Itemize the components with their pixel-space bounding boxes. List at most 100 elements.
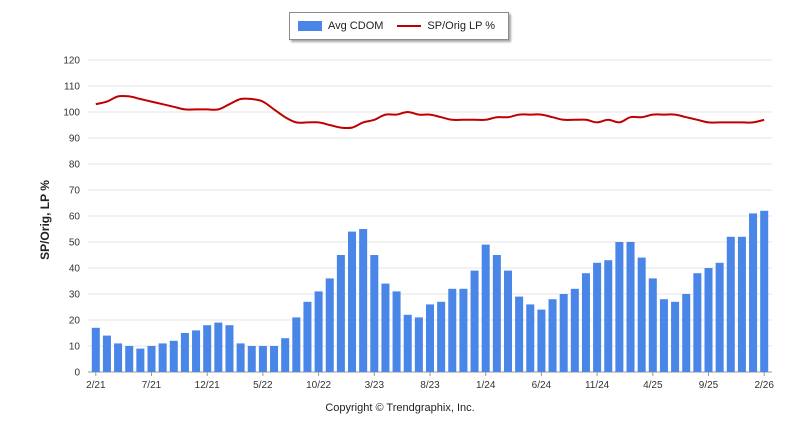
x-tick-label-15: 5/22: [253, 380, 273, 391]
bar-avg-cdom-20: [314, 291, 323, 372]
x-tick-label-55: 9/25: [699, 380, 719, 391]
y-axis-title: SP/Orig, LP %: [38, 180, 52, 260]
bar-avg-cdom-50: [648, 278, 657, 372]
bar-avg-cdom-33: [459, 288, 468, 372]
bar-avg-cdom-28: [403, 314, 412, 372]
bar-avg-cdom-49: [637, 257, 646, 372]
x-axis-ticks: 2/21 7/21 12/21 5/22 10/22 3/23 8/23 1/24 6/24 11…: [86, 372, 774, 391]
bar-avg-cdom-59: [749, 213, 758, 372]
y-tick-label-40: 40: [69, 264, 81, 275]
bar-avg-cdom-57: [726, 236, 735, 372]
bar-avg-cdom-36: [492, 255, 501, 372]
x-tick-label-60: 2/26: [754, 380, 774, 391]
bar-avg-cdom-2: [114, 343, 123, 372]
bar-avg-cdom-5: [147, 346, 156, 372]
copyright-text: Copyright © Trendgraphix, Inc.: [325, 402, 475, 414]
bar-avg-cdom-45: [593, 262, 602, 372]
y-tick-label-60: 60: [69, 212, 81, 223]
gridlines: [88, 59, 772, 373]
bar-avg-cdom-34: [470, 270, 479, 372]
bar-avg-cdom-19: [303, 301, 312, 372]
bar-avg-cdom-23: [348, 231, 357, 372]
bar-avg-cdom-43: [570, 288, 579, 372]
x-tick-label-20: 10/22: [306, 380, 331, 391]
bar-avg-cdom-9: [192, 330, 201, 372]
bar-avg-cdom-22: [336, 255, 345, 372]
bar-avg-cdom-13: [236, 343, 245, 372]
bar-avg-cdom-1: [102, 335, 111, 372]
bar-avg-cdom-48: [626, 242, 635, 372]
x-tick-label-10: 12/21: [195, 380, 220, 391]
bar-avg-cdom-52: [671, 301, 680, 372]
legend-item-sp-orig-lp: SP/Orig LP %: [397, 20, 495, 32]
legend-label-sp-orig-lp: SP/Orig LP %: [427, 20, 496, 32]
line-series: [95, 94, 765, 130]
bar-avg-cdom-3: [125, 346, 134, 372]
bar-avg-cdom-55: [704, 268, 713, 372]
bar-avg-cdom-25: [370, 255, 379, 372]
bar-avg-cdom-51: [659, 299, 668, 372]
bar-avg-cdom-41: [548, 299, 557, 372]
legend-bar-swatch: [298, 21, 322, 31]
bar-avg-cdom-35: [481, 244, 490, 372]
x-tick-label-0: 2/21: [86, 380, 106, 391]
bar-avg-cdom-58: [737, 236, 746, 372]
y-axis-ticks: 0 10 20 30 40 50 60 70 80 90 100 110 120: [63, 56, 80, 379]
y-tick-label-80: 80: [69, 160, 81, 171]
bar-avg-cdom-14: [247, 346, 256, 372]
bar-avg-cdom-37: [503, 270, 512, 372]
bar-avg-cdom-60: [760, 210, 769, 372]
bar-avg-cdom-6: [158, 343, 167, 372]
bar-series: [91, 210, 769, 372]
y-tick-label-10: 10: [69, 342, 81, 353]
x-tick-label-50: 4/25: [643, 380, 663, 391]
bar-avg-cdom-31: [437, 301, 446, 372]
x-tick-label-5: 7/21: [142, 380, 162, 391]
bar-avg-cdom-47: [615, 242, 624, 372]
x-tick-label-40: 6/24: [532, 380, 552, 391]
bar-avg-cdom-15: [258, 346, 267, 372]
bar-avg-cdom-26: [381, 283, 390, 372]
bar-avg-cdom-46: [604, 260, 613, 372]
bar-avg-cdom-39: [526, 304, 535, 372]
x-tick-label-30: 8/23: [420, 380, 440, 391]
legend-label-avg-cdom: Avg CDOM: [328, 20, 384, 32]
y-tick-label-50: 50: [69, 238, 81, 249]
y-tick-label-120: 120: [63, 56, 80, 67]
bar-avg-cdom-10: [203, 325, 212, 372]
bar-avg-cdom-17: [281, 338, 290, 372]
bar-avg-cdom-16: [270, 346, 279, 372]
legend-item-avg-cdom: Avg CDOM: [298, 20, 383, 32]
y-tick-label-20: 20: [69, 316, 81, 327]
bar-avg-cdom-54: [693, 273, 702, 372]
bar-avg-cdom-21: [325, 278, 334, 372]
bar-avg-cdom-29: [414, 317, 423, 372]
bar-avg-cdom-53: [682, 294, 691, 372]
bar-avg-cdom-11: [214, 322, 223, 372]
y-tick-label-30: 30: [69, 290, 81, 301]
y-tick-label-0: 0: [74, 368, 80, 379]
bar-avg-cdom-40: [537, 309, 546, 372]
bar-avg-cdom-12: [225, 325, 234, 372]
x-tick-label-35: 1/24: [476, 380, 496, 391]
bar-avg-cdom-8: [180, 333, 189, 372]
bar-avg-cdom-24: [359, 229, 368, 372]
x-tick-label-25: 3/23: [365, 380, 385, 391]
bar-avg-cdom-44: [581, 273, 590, 372]
bar-avg-cdom-4: [136, 348, 145, 372]
bar-avg-cdom-32: [448, 288, 457, 372]
bar-avg-cdom-38: [515, 296, 524, 372]
y-tick-label-110: 110: [64, 82, 80, 93]
line-sp-orig-lp: [95, 94, 765, 130]
bar-avg-cdom-27: [392, 291, 401, 372]
bar-avg-cdom-42: [559, 294, 568, 372]
bar-avg-cdom-30: [425, 304, 435, 372]
y-tick-label-70: 70: [69, 186, 81, 197]
y-tick-label-100: 100: [63, 108, 80, 119]
bar-avg-cdom-7: [169, 340, 178, 372]
x-tick-label-45: 11/24: [585, 380, 610, 391]
legend: Avg CDOM SP/Orig LP %: [289, 12, 509, 40]
bar-avg-cdom-0: [91, 327, 100, 372]
